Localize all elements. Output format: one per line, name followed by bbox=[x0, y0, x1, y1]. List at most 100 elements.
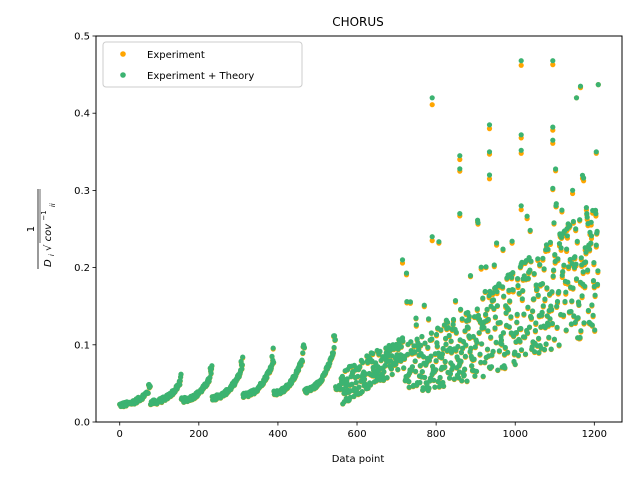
point-experiment-theory bbox=[432, 384, 438, 390]
point-experiment-theory bbox=[570, 187, 576, 193]
point-experiment-theory bbox=[407, 299, 413, 305]
point-experiment-theory bbox=[585, 307, 592, 314]
y-axis-label-sqrt: √ bbox=[43, 244, 54, 251]
point-experiment-theory bbox=[478, 359, 484, 365]
x-tick-label: 1000 bbox=[502, 429, 527, 440]
point-experiment-theory bbox=[443, 341, 449, 347]
point-experiment-theory bbox=[406, 384, 412, 390]
point-experiment-theory bbox=[581, 320, 587, 326]
point-experiment-theory bbox=[475, 220, 481, 226]
point-experiment-theory bbox=[485, 328, 491, 334]
point-experiment-theory bbox=[484, 346, 491, 352]
point-experiment-theory bbox=[499, 341, 505, 347]
point-experiment-theory bbox=[481, 324, 487, 331]
point-experiment-theory bbox=[509, 274, 515, 280]
point-experiment-theory bbox=[264, 374, 270, 381]
point-experiment-theory bbox=[466, 313, 472, 319]
point-experiment-theory bbox=[300, 350, 306, 356]
point-experiment-theory bbox=[518, 347, 525, 353]
point-experiment bbox=[457, 156, 463, 163]
point-experiment-theory bbox=[577, 334, 583, 341]
point-experiment-theory bbox=[450, 362, 456, 369]
point-experiment-theory bbox=[514, 311, 520, 317]
point-experiment-theory bbox=[550, 137, 556, 143]
point-experiment-theory bbox=[560, 269, 566, 275]
point-experiment-theory bbox=[463, 342, 469, 348]
point-experiment-theory bbox=[556, 342, 562, 348]
point-experiment-theory bbox=[536, 350, 542, 356]
point-experiment-theory bbox=[429, 336, 435, 342]
point-experiment-theory bbox=[301, 345, 307, 351]
point-experiment-theory bbox=[411, 343, 417, 349]
point-experiment-theory bbox=[492, 325, 498, 331]
point-experiment-theory bbox=[519, 296, 525, 302]
y-tick-label: 0.1 bbox=[74, 340, 90, 351]
point-experiment-theory bbox=[457, 166, 463, 172]
point-experiment-theory bbox=[550, 124, 556, 130]
point-experiment-theory bbox=[510, 270, 516, 276]
point-experiment-theory bbox=[400, 338, 406, 344]
point-experiment-theory bbox=[405, 351, 411, 357]
point-experiment-theory bbox=[330, 350, 336, 356]
point-experiment-theory bbox=[458, 306, 464, 312]
point-experiment-theory bbox=[578, 255, 584, 261]
point-experiment-theory bbox=[584, 214, 590, 220]
point-experiment-theory bbox=[239, 362, 245, 368]
point-experiment bbox=[550, 62, 556, 68]
point-experiment-theory bbox=[406, 378, 412, 385]
point-experiment-theory bbox=[473, 368, 480, 374]
legend-marker-experiment-theory bbox=[120, 72, 126, 78]
point-experiment-theory bbox=[515, 352, 522, 358]
point-experiment-theory bbox=[567, 256, 573, 263]
point-experiment-theory bbox=[533, 282, 539, 288]
point-experiment-theory bbox=[530, 308, 536, 314]
point-experiment-theory bbox=[480, 373, 486, 379]
point-experiment-theory bbox=[178, 371, 184, 377]
point-experiment-theory bbox=[494, 240, 500, 246]
y-tick-label: 0.4 bbox=[74, 109, 90, 120]
point-experiment-theory bbox=[548, 346, 554, 352]
point-experiment-theory bbox=[492, 314, 498, 320]
point-experiment-theory bbox=[491, 306, 497, 312]
point-experiment-theory bbox=[468, 345, 474, 351]
y-axis-ticks: 0.0 0.1 0.2 0.3 0.4 0.5 bbox=[74, 32, 96, 429]
point-experiment-theory bbox=[332, 337, 338, 343]
point-experiment-theory bbox=[550, 58, 556, 64]
point-experiment-theory bbox=[565, 279, 571, 285]
point-experiment-theory bbox=[590, 312, 596, 318]
point-experiment-theory bbox=[442, 364, 448, 370]
point-experiment-theory bbox=[483, 264, 489, 270]
x-tick-label: 800 bbox=[427, 429, 446, 440]
point-experiment-theory bbox=[527, 227, 533, 233]
x-axis-label: Data point bbox=[332, 454, 385, 465]
point-experiment-theory bbox=[382, 362, 388, 369]
point-experiment-theory bbox=[467, 273, 474, 279]
legend-marker-experiment bbox=[120, 51, 126, 57]
point-experiment-theory bbox=[572, 254, 578, 260]
point-experiment-theory bbox=[357, 364, 363, 370]
point-experiment-theory bbox=[457, 153, 463, 159]
point-experiment-theory bbox=[474, 339, 480, 345]
point-experiment-theory bbox=[505, 349, 511, 355]
point-experiment-theory bbox=[453, 329, 459, 335]
point-experiment-theory bbox=[441, 383, 447, 389]
point-experiment-theory bbox=[543, 242, 550, 248]
point-experiment-theory bbox=[331, 344, 337, 351]
point-experiment-theory bbox=[471, 356, 477, 362]
point-experiment-theory bbox=[384, 375, 390, 381]
point-experiment-theory bbox=[575, 315, 581, 321]
point-experiment-theory bbox=[533, 320, 539, 326]
point-experiment-theory bbox=[408, 339, 414, 345]
legend-label-experiment-theory: Experiment + Theory bbox=[147, 71, 254, 82]
point-experiment bbox=[518, 207, 524, 213]
point-experiment-theory bbox=[208, 370, 214, 376]
point-experiment-theory bbox=[514, 319, 520, 325]
point-experiment-theory bbox=[531, 271, 537, 277]
point-experiment-theory bbox=[450, 321, 456, 327]
point-experiment-theory bbox=[429, 234, 435, 240]
point-experiment-theory bbox=[440, 345, 446, 352]
point-experiment-theory bbox=[541, 346, 548, 353]
point-experiment-theory bbox=[412, 349, 418, 355]
point-experiment-theory bbox=[556, 288, 562, 295]
y-axis-label: 1 D i √ cov −1 ii bbox=[26, 189, 57, 269]
